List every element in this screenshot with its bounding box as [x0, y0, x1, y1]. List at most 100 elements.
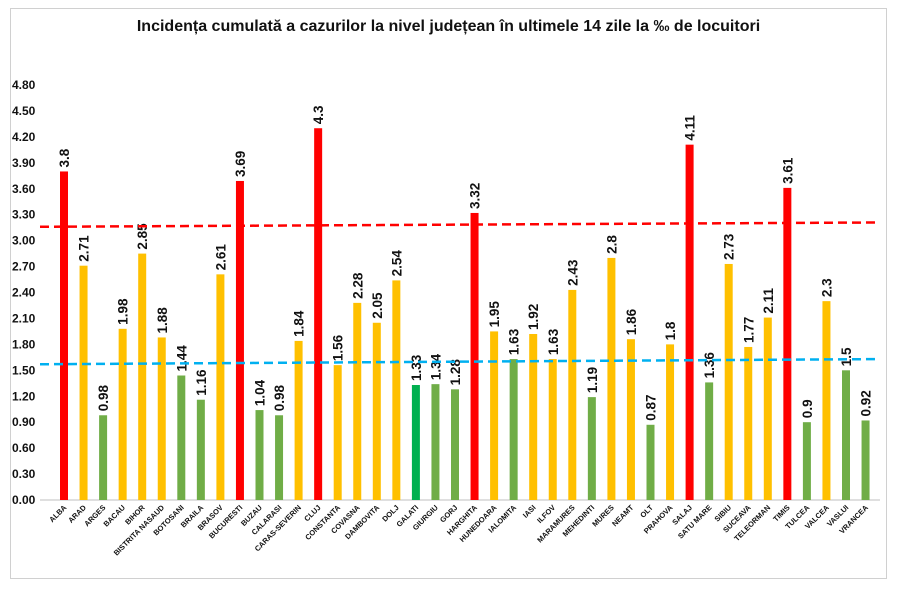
data-label: 2.71: [77, 235, 92, 262]
data-label: 2.73: [722, 233, 737, 260]
bar: [235, 180, 244, 500]
bar: [587, 397, 596, 500]
y-tick-label: 0.60: [12, 441, 36, 455]
data-label: 1.8: [663, 321, 678, 340]
bar: [822, 301, 831, 500]
bar: [509, 359, 518, 500]
data-label: 1.34: [428, 353, 443, 380]
data-label: 1.77: [741, 317, 756, 343]
bar: [490, 331, 499, 500]
data-label: 2.85: [135, 223, 150, 250]
data-label: 1.19: [585, 367, 600, 393]
reference-line: [39, 357, 881, 366]
y-tick-label: 4.50: [12, 104, 36, 118]
y-tick-label: 3.00: [12, 234, 36, 248]
data-label: 0.98: [96, 385, 111, 412]
bar: [157, 337, 166, 500]
y-tick-label: 1.20: [12, 389, 36, 403]
data-label: 2.11: [761, 288, 776, 314]
data-label: 2.3: [819, 278, 834, 297]
x-tick-label: IASI: [521, 503, 538, 520]
data-label: 0.92: [859, 390, 874, 416]
data-label: 4.3: [311, 105, 326, 124]
bar: [783, 187, 792, 500]
bar: [548, 359, 557, 500]
bar: [353, 302, 362, 500]
bar: [685, 144, 694, 500]
bar: [255, 410, 264, 500]
bar: [372, 322, 381, 500]
data-label: 1.5: [839, 347, 854, 366]
bar: [294, 340, 303, 500]
bar: [666, 344, 675, 500]
data-label: 0.9: [800, 399, 815, 418]
bar: [451, 389, 459, 500]
x-tick-label: NEAMT: [610, 503, 636, 529]
data-label: 2.54: [389, 250, 404, 277]
x-tick-label: BACAU: [102, 503, 128, 529]
data-label: 3.61: [780, 157, 795, 184]
x-tick-label: ALBA: [47, 503, 69, 525]
data-label: 1.36: [702, 352, 717, 379]
y-tick-label: 0.90: [12, 415, 36, 429]
bar: [607, 257, 616, 500]
data-label: 1.33: [409, 354, 424, 381]
data-label: 1.88: [155, 307, 170, 334]
bar: [60, 171, 68, 501]
bar: [529, 334, 538, 500]
bar: [138, 253, 147, 500]
data-label: 1.95: [487, 301, 502, 328]
bar: [79, 265, 88, 500]
data-label: 1.86: [624, 308, 639, 335]
reference-line: [39, 221, 881, 229]
y-tick-label: 3.90: [12, 156, 36, 170]
y-tick-label: 0.30: [12, 467, 36, 481]
bar: [705, 382, 714, 500]
y-tick-label: 2.40: [12, 286, 36, 300]
data-label: 1.98: [116, 298, 131, 325]
y-tick-label: 4.20: [12, 130, 36, 144]
data-label: 4.11: [683, 115, 698, 141]
bar: [763, 317, 772, 500]
y-tick-label: 3.30: [12, 208, 36, 222]
data-label: 3.69: [233, 151, 248, 177]
bar: [470, 212, 479, 501]
data-label: 2.8: [604, 235, 619, 254]
data-label: 1.16: [194, 369, 209, 396]
y-tick-label: 2.70: [12, 260, 36, 274]
data-label: 2.28: [350, 272, 365, 299]
y-tick-label: 0.00: [12, 493, 36, 507]
y-tick-label: 1.50: [12, 363, 36, 377]
data-label: 3.8: [57, 148, 72, 167]
data-label: 2.61: [213, 244, 228, 271]
bar: [333, 365, 342, 500]
chart-frame: [10, 8, 887, 579]
bar: [275, 415, 284, 500]
data-label: 3.32: [468, 183, 483, 209]
bar: [196, 399, 205, 500]
data-label: 1.63: [546, 328, 561, 355]
bar: [99, 415, 108, 500]
bar: [411, 385, 420, 500]
bar: [626, 339, 635, 500]
y-tick-label: 1.80: [12, 337, 36, 351]
bar: [646, 424, 655, 500]
bar: [177, 375, 186, 500]
bar: [744, 346, 753, 500]
y-tick-label: 4.80: [12, 78, 36, 92]
bar: [861, 420, 870, 500]
data-label: 0.87: [644, 395, 659, 421]
bar: [392, 280, 401, 500]
bar: [724, 263, 733, 500]
data-label: 2.05: [370, 292, 385, 319]
bar: [216, 274, 225, 500]
bar: [842, 370, 850, 500]
bar: [118, 328, 127, 500]
bar: [568, 289, 577, 500]
data-label: 1.56: [331, 334, 346, 361]
bar: [802, 422, 811, 500]
data-label: 1.04: [253, 379, 268, 406]
y-tick-label: 3.60: [12, 182, 36, 196]
bar: [314, 128, 323, 500]
